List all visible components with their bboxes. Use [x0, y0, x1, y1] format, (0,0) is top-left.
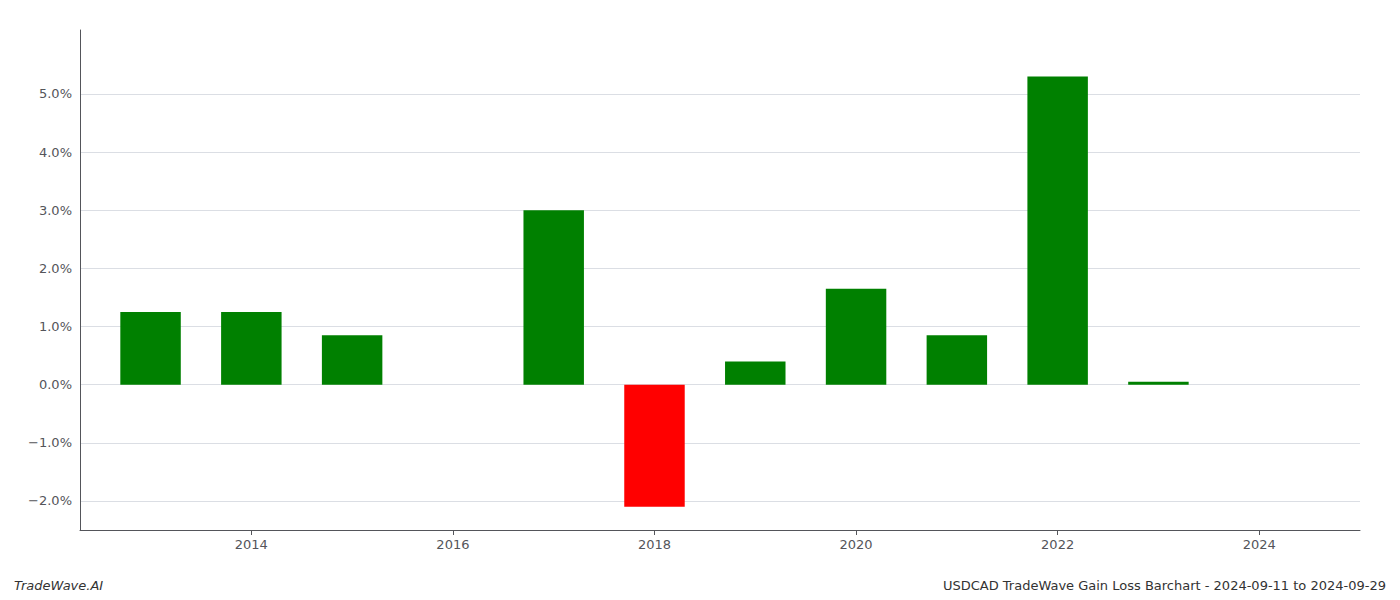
svg-text:1.0%: 1.0% [39, 319, 72, 334]
svg-text:0.0%: 0.0% [39, 377, 72, 392]
svg-text:2018: 2018 [638, 537, 671, 552]
svg-text:2016: 2016 [436, 537, 469, 552]
svg-text:TradeWave.AI: TradeWave.AI [14, 578, 103, 593]
svg-text:3.0%: 3.0% [39, 203, 72, 218]
svg-text:5.0%: 5.0% [39, 86, 72, 101]
svg-text:2024: 2024 [1243, 537, 1276, 552]
svg-text:USDCAD TradeWave Gain Loss Bar: USDCAD TradeWave Gain Loss Barchart - 20… [943, 578, 1386, 593]
svg-text:4.0%: 4.0% [39, 145, 72, 160]
svg-text:2014: 2014 [235, 537, 268, 552]
svg-text:2.0%: 2.0% [39, 261, 72, 276]
svg-text:2020: 2020 [840, 537, 873, 552]
svg-text:−2.0%: −2.0% [28, 493, 72, 508]
svg-text:2022: 2022 [1041, 537, 1074, 552]
svg-text:−1.0%: −1.0% [28, 435, 72, 450]
